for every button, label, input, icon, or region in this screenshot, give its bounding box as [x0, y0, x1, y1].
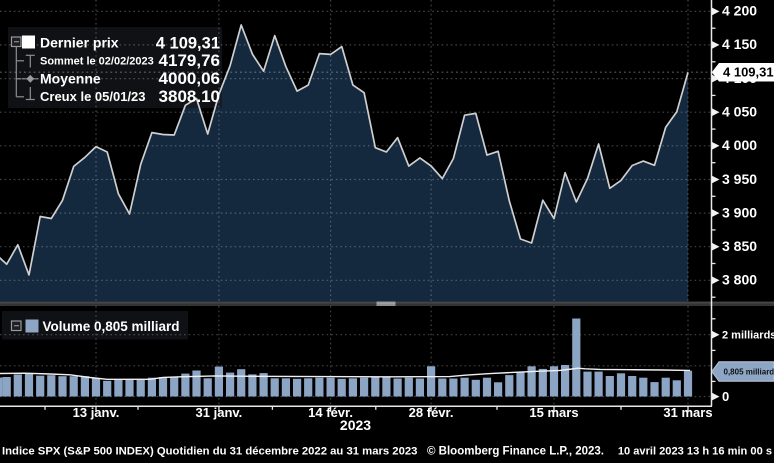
svg-text:10 avril 2023 13 h 16 min 00 s: 10 avril 2023 13 h 16 min 00 s [618, 445, 772, 457]
svg-text:31 mars: 31 mars [663, 405, 712, 420]
svg-text:4 200: 4 200 [722, 3, 757, 19]
svg-text:0: 0 [722, 389, 729, 404]
svg-text:3808.10: 3808.10 [159, 87, 220, 106]
svg-text:3 850: 3 850 [722, 238, 757, 254]
svg-text:4 109,31: 4 109,31 [156, 34, 220, 52]
svg-text:15 mars: 15 mars [529, 405, 578, 420]
svg-text:14 févr.: 14 févr. [308, 405, 353, 420]
svg-text:Sommet le 02/02/2023: Sommet le 02/02/2023 [40, 56, 154, 68]
svg-text:4 109,31: 4 109,31 [723, 64, 774, 79]
svg-text:4179,76: 4179,76 [159, 51, 220, 70]
svg-text:3 900: 3 900 [722, 204, 757, 220]
svg-text:4 150: 4 150 [722, 36, 757, 52]
svg-text:3 950: 3 950 [722, 171, 757, 187]
svg-text:0,805 milliard: 0,805 milliard [724, 367, 774, 376]
svg-text:13 janv.: 13 janv. [73, 405, 120, 420]
svg-text:3 800: 3 800 [722, 272, 757, 288]
svg-text:Volume 0,805 milliard: Volume 0,805 milliard [43, 319, 180, 334]
svg-text:Dernier prix: Dernier prix [40, 35, 119, 51]
svg-text:Indice SPX (S&P 500 INDEX) Quo: Indice SPX (S&P 500 INDEX) Quotidien du … [2, 445, 417, 457]
svg-text:28 févr.: 28 févr. [409, 405, 454, 420]
svg-text:Creux le 05/01/23: Creux le 05/01/23 [40, 89, 146, 104]
svg-text:Moyenne: Moyenne [40, 70, 101, 86]
svg-text:© Bloomberg Finance L.P., 2023: © Bloomberg Finance L.P., 2023. [427, 446, 604, 458]
svg-text:31 janv.: 31 janv. [196, 405, 243, 420]
svg-text:2 milliards: 2 milliards [722, 329, 774, 341]
svg-text:4 000: 4 000 [722, 137, 757, 153]
svg-text:2023: 2023 [340, 417, 371, 433]
svg-text:4 050: 4 050 [722, 104, 757, 120]
svg-text:4000,06: 4000,06 [159, 69, 220, 88]
